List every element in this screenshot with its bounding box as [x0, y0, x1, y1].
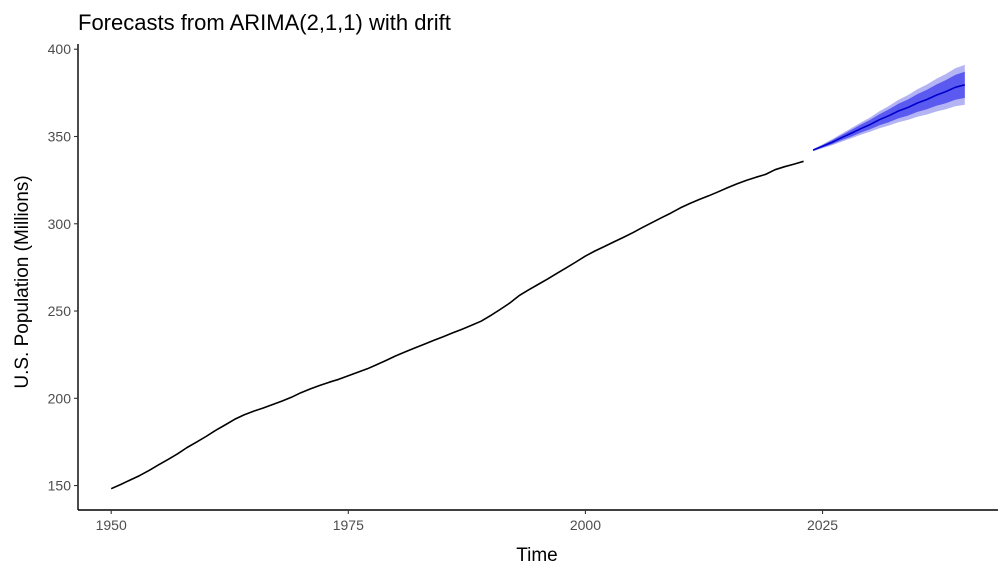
- forecast-band-80: [813, 71, 965, 151]
- x-tick-label: 2000: [570, 517, 601, 533]
- x-axis-title: Time: [516, 545, 558, 566]
- y-tick-label: 200: [48, 390, 72, 406]
- plot-area: [110, 64, 966, 490]
- y-tick-label: 300: [48, 216, 72, 232]
- history-series-line: [110, 160, 804, 490]
- y-axis-title: U.S. Population (Millions): [12, 175, 33, 388]
- x-axis-ticks: 1950 1975 2000 2025: [96, 510, 838, 533]
- chart-title: Forecasts from ARIMA(2,1,1) with drift: [78, 10, 451, 35]
- x-tick-label: 1975: [333, 517, 364, 533]
- x-tick-label: 2025: [807, 517, 838, 533]
- x-tick-label: 1950: [96, 517, 127, 533]
- y-tick-label: 350: [48, 129, 72, 145]
- y-tick-label: 250: [48, 303, 72, 319]
- forecast-mean-line: [812, 84, 966, 151]
- forecast-band-95: [813, 64, 965, 152]
- y-tick-label: 150: [48, 478, 72, 494]
- y-axis-ticks: 150 200 250 300 350 400: [48, 41, 78, 494]
- y-tick-label: 400: [48, 41, 72, 57]
